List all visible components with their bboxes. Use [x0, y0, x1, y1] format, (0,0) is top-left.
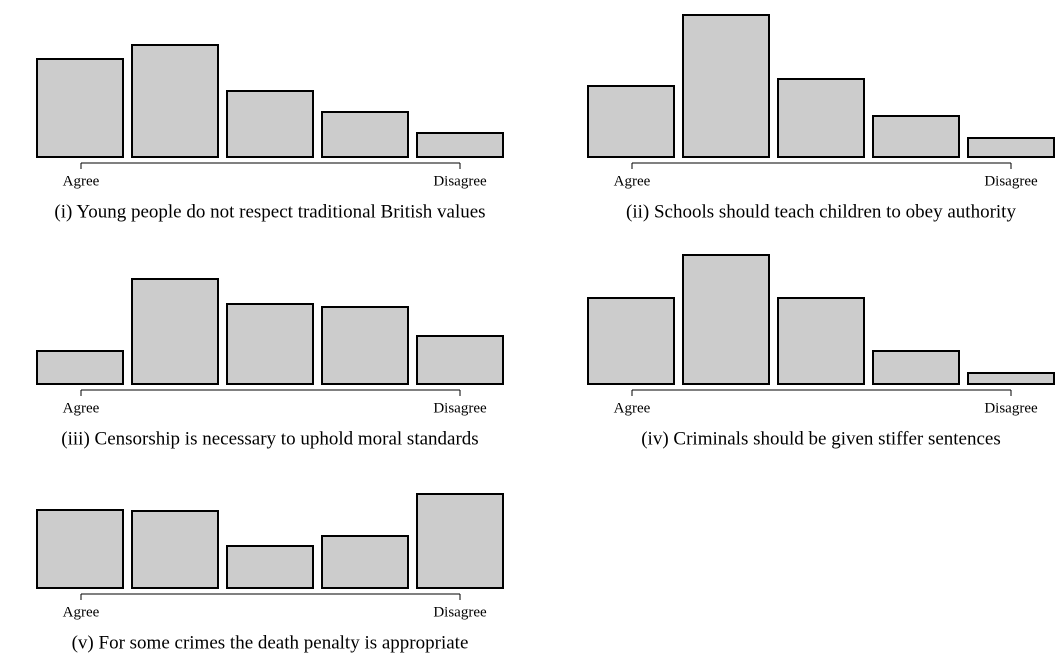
caption: (v) For some crimes the death penalty is… [72, 632, 469, 653]
bar [587, 85, 675, 158]
bar [777, 78, 865, 158]
bar [872, 350, 960, 385]
bar [682, 14, 770, 158]
bar [226, 303, 314, 385]
bar [777, 297, 865, 385]
bar [416, 335, 504, 385]
x-end-label: Disagree [433, 400, 487, 416]
x-start-label: Agree [614, 400, 651, 416]
caption: (iii) Censorship is necessary to uphold … [61, 428, 478, 449]
bar [682, 254, 770, 385]
x-end-label: Disagree [433, 604, 487, 620]
bar [967, 372, 1055, 385]
bar [587, 297, 675, 385]
x-start-label: Agree [63, 604, 100, 620]
bar [226, 545, 314, 589]
x-end-label: Disagree [984, 400, 1038, 416]
caption: (ii) Schools should teach children to ob… [626, 201, 1016, 222]
bar [321, 535, 409, 589]
bar [226, 90, 314, 158]
x-end-label: Disagree [984, 173, 1038, 189]
bar [36, 350, 124, 385]
x-start-label: Agree [614, 173, 651, 189]
bar [131, 510, 219, 589]
bar [416, 493, 504, 589]
bar [416, 132, 504, 158]
bar [131, 44, 219, 158]
bar [36, 509, 124, 589]
caption: (iv) Criminals should be given stiffer s… [641, 428, 1001, 449]
x-start-label: Agree [63, 173, 100, 189]
bar [321, 111, 409, 158]
x-end-label: Disagree [433, 173, 487, 189]
bar [131, 278, 219, 385]
bar [872, 115, 960, 158]
bar [36, 58, 124, 158]
caption: (i) Young people do not respect traditio… [54, 201, 485, 222]
bar [321, 306, 409, 385]
x-start-label: Agree [63, 400, 100, 416]
bar [967, 137, 1055, 158]
